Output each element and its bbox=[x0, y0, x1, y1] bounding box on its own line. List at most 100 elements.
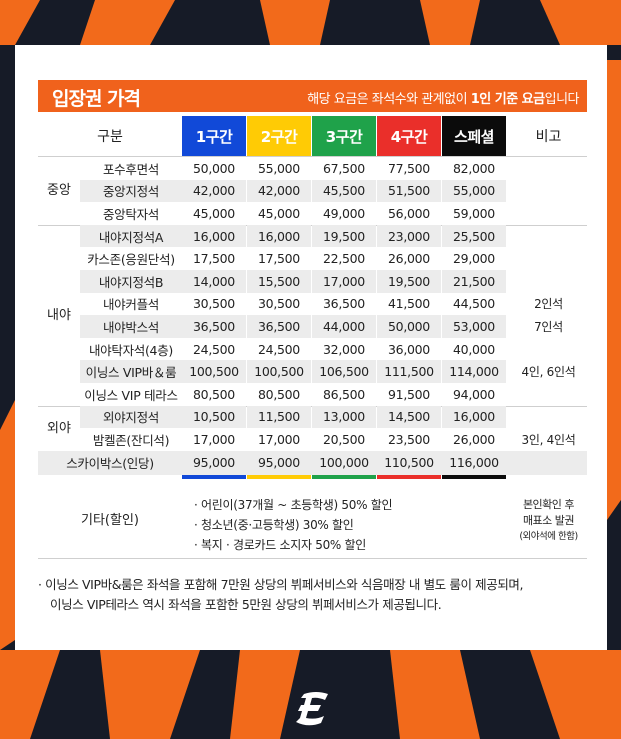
price-cell: 25,500 bbox=[442, 224, 506, 248]
team-logo-e-icon bbox=[290, 688, 334, 728]
price-cell: 80,500 bbox=[258, 386, 300, 402]
price-cell: 114,000 bbox=[442, 360, 506, 383]
price-cell: 86,500 bbox=[323, 386, 365, 402]
table-row: 내야박스석 36,500 36,500 44,000 50,000 53,000 7인석 bbox=[38, 315, 587, 338]
seat-type: 외야지정석 bbox=[80, 405, 182, 429]
seat-type: 이닝스 VIP 테라스 bbox=[84, 387, 178, 403]
price-cell: 17,000 bbox=[193, 431, 235, 447]
price-cell: 15,500 bbox=[247, 269, 311, 293]
price-cell: 21,500 bbox=[442, 269, 506, 293]
price-cell: 36,500 bbox=[247, 315, 311, 338]
price-cell: 20,500 bbox=[323, 431, 365, 447]
table-row: 이닝스 VIP바＆룸 100,500 100,500 106,500 111,500 11… bbox=[38, 360, 587, 383]
price-table: 구분 1구간 2구간 3구간 4구간 스페셜 비고 중앙 내야 외야 포수후면석… bbox=[38, 116, 587, 559]
price-cell: 50,000 bbox=[377, 315, 441, 338]
price-card: 입장권 가격 해당 요금은 좌석수와 관계없이 1인 기준 요금입니다 구분 1… bbox=[15, 45, 607, 650]
price-cell: 30,500 bbox=[258, 296, 300, 312]
header-category: 구분 bbox=[97, 129, 123, 145]
price-cell: 14,500 bbox=[377, 405, 441, 429]
header-zone-1: 1구간 bbox=[182, 116, 246, 156]
price-cell: 44,000 bbox=[312, 315, 376, 338]
table-row: 밤켈존(잔디석) 17,000 17,000 20,500 23,500 26,000 3인… bbox=[38, 428, 587, 451]
price-cell: 45,500 bbox=[312, 179, 376, 203]
price-cell: 100,500 bbox=[182, 360, 246, 383]
skybox-price-zone-2: 95,000 bbox=[258, 455, 300, 471]
price-cell: 55,000 bbox=[258, 160, 300, 176]
price-cell: 32,000 bbox=[323, 341, 365, 357]
table-row: 카스존(응원단석) 17,500 17,500 22,500 26,000 29,000 bbox=[38, 247, 587, 270]
discount-item: · 복지 · 경로카드 소지자 50% 할인 bbox=[194, 537, 367, 552]
discount-note-line: 본인확인 후 bbox=[522, 497, 575, 511]
price-cell: 67,500 bbox=[323, 160, 365, 176]
price-cell: 42,000 bbox=[247, 179, 311, 203]
price-cell: 82,000 bbox=[453, 160, 495, 176]
title-bar: 입장권 가격 해당 요금은 좌석수와 관계없이 1인 기준 요금입니다 bbox=[38, 80, 587, 112]
price-cell: 55,000 bbox=[442, 179, 506, 203]
price-cell: 24,500 bbox=[258, 341, 300, 357]
remark-cell: 2인석 bbox=[534, 297, 563, 312]
remark-cell bbox=[510, 225, 587, 248]
seat-type: 내야탁자석(4층) bbox=[88, 342, 173, 358]
price-cell: 44,500 bbox=[453, 296, 495, 312]
price-cell: 16,000 bbox=[247, 224, 311, 248]
price-cell: 26,000 bbox=[388, 251, 430, 267]
zone-1-bar bbox=[182, 474, 246, 479]
price-cell: 106,500 bbox=[312, 360, 376, 383]
remark-cell bbox=[510, 270, 587, 293]
discount-list: · 어린이(37개월 ~ 초등학생) 50% 할인 · 청소년(중·고등학생) … bbox=[194, 495, 392, 555]
price-cell: 100,500 bbox=[247, 360, 311, 383]
price-cell: 50,000 bbox=[193, 160, 235, 176]
remark-cell: 7인석 bbox=[534, 319, 563, 334]
price-cell: 17,000 bbox=[258, 431, 300, 447]
price-cell: 36,000 bbox=[388, 341, 430, 357]
skybox-price-zone-3: 100,000 bbox=[319, 455, 369, 471]
price-cell: 22,500 bbox=[323, 251, 365, 267]
table-row: 내야커플석 30,500 30,500 36,500 41,500 44,500 2인석 bbox=[38, 293, 587, 316]
price-cell: 17,500 bbox=[193, 251, 235, 267]
group-label-outfield: 외야 bbox=[47, 420, 71, 436]
price-cell: 13,000 bbox=[312, 405, 376, 429]
skybox-label: 스카이박스(인당) bbox=[66, 456, 154, 472]
remark-cell bbox=[510, 406, 587, 429]
footnote-line: · 이닝스 VIP바&룸은 좌석을 포함해 7만원 상당의 뷔페서비스와 식음매… bbox=[38, 577, 524, 592]
discount-note: 본인확인 후 매표소 발권 (외야석에 한함) bbox=[510, 497, 587, 545]
price-cell: 53,000 bbox=[442, 315, 506, 338]
price-cell: 111,500 bbox=[377, 360, 441, 383]
price-cell: 40,000 bbox=[453, 341, 495, 357]
remark-cell: 3인, 4인석 bbox=[521, 432, 576, 447]
price-cell: 11,500 bbox=[247, 405, 311, 429]
table-row: 이닝스 VIP 테라스 80,500 80,500 86,500 91,500 94,00… bbox=[38, 383, 587, 406]
zone-special-bar bbox=[442, 474, 506, 479]
price-cell: 26,000 bbox=[453, 431, 495, 447]
zone-color-bars bbox=[38, 474, 587, 479]
remark-cell bbox=[510, 338, 587, 361]
price-cell: 17,500 bbox=[258, 251, 300, 267]
discount-section: 기타(할인) · 어린이(37개월 ~ 초등학생) 50% 할인 · 청소년(중… bbox=[38, 479, 587, 559]
price-cell: 17,000 bbox=[312, 269, 376, 293]
footnote-line: 이닝스 VIP테라스 역시 좌석을 포함한 5만원 상당의 뷔페서비스가 제공됩… bbox=[50, 597, 442, 612]
header-zone-4: 4구간 bbox=[377, 116, 441, 156]
skybox-price-zone-1: 95,000 bbox=[193, 455, 235, 471]
price-cell: 91,500 bbox=[388, 386, 430, 402]
remark-cell bbox=[510, 180, 587, 203]
table-row: 중앙탁자석 45,000 45,000 49,000 56,000 59,000 bbox=[38, 202, 587, 225]
header-zone-special: 스페셜 bbox=[442, 116, 506, 156]
price-cell: 10,500 bbox=[182, 405, 246, 429]
seat-type: 내야지정석A bbox=[80, 224, 182, 248]
group-label-center: 중앙 bbox=[47, 183, 71, 198]
table-row: 중앙지정석 42,000 42,000 45,500 51,500 55,000 bbox=[38, 179, 587, 203]
price-cell: 16,000 bbox=[442, 405, 506, 429]
price-cell: 45,000 bbox=[258, 205, 300, 221]
price-cell: 94,000 bbox=[453, 386, 495, 402]
header-zone-3: 3구간 bbox=[312, 116, 376, 156]
seat-type: 내야커플석 bbox=[102, 297, 159, 313]
price-cell: 56,000 bbox=[388, 205, 430, 221]
skybox-row: 스카이박스(인당) 95,000 95,000 100,000 110,500 … bbox=[38, 450, 587, 475]
discount-item: · 어린이(37개월 ~ 초등학생) 50% 할인 bbox=[194, 497, 393, 512]
price-cell: 49,000 bbox=[323, 205, 365, 221]
title-note: 해당 요금은 좌석수와 관계없이 1인 기준 요금입니다 bbox=[307, 92, 579, 107]
price-cell: 23,500 bbox=[388, 431, 430, 447]
price-cell: 42,000 bbox=[182, 179, 246, 203]
table-row: 포수후면석 50,000 55,000 67,500 77,500 82,000 bbox=[38, 157, 587, 180]
table-body: 중앙 내야 외야 포수후면석 50,000 55,000 67,500 77,500 82… bbox=[38, 157, 587, 452]
